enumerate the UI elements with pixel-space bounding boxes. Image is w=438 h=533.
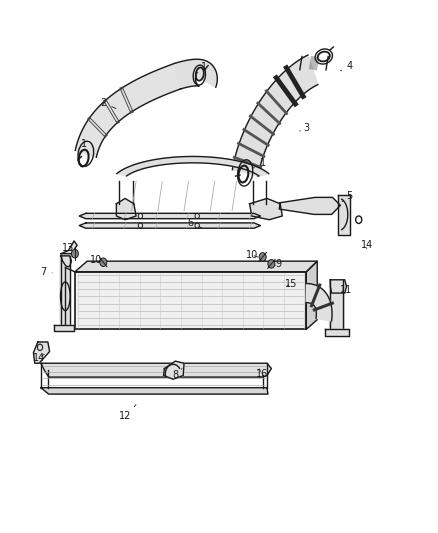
- Text: 5: 5: [342, 191, 352, 201]
- Text: 15: 15: [285, 279, 297, 288]
- Polygon shape: [75, 261, 317, 272]
- Text: 1: 1: [253, 158, 266, 168]
- Text: 14: 14: [33, 353, 45, 363]
- Circle shape: [71, 249, 78, 258]
- Polygon shape: [79, 213, 261, 219]
- Circle shape: [268, 260, 275, 268]
- Polygon shape: [163, 361, 184, 379]
- Polygon shape: [75, 63, 180, 157]
- Text: 2: 2: [100, 98, 116, 109]
- Polygon shape: [41, 387, 268, 394]
- Polygon shape: [61, 241, 77, 254]
- Polygon shape: [60, 256, 71, 330]
- Polygon shape: [329, 280, 344, 333]
- Polygon shape: [117, 157, 269, 176]
- Text: 4: 4: [340, 61, 353, 71]
- Polygon shape: [338, 195, 350, 235]
- Text: 13: 13: [62, 244, 74, 253]
- Polygon shape: [79, 223, 261, 228]
- Text: 3: 3: [300, 123, 309, 133]
- Polygon shape: [175, 59, 217, 89]
- Text: 12: 12: [119, 405, 136, 422]
- Circle shape: [100, 258, 107, 266]
- Polygon shape: [33, 342, 49, 364]
- Polygon shape: [41, 364, 272, 377]
- Polygon shape: [233, 55, 318, 176]
- Polygon shape: [330, 280, 346, 293]
- Polygon shape: [117, 198, 136, 220]
- Polygon shape: [75, 272, 306, 329]
- Polygon shape: [306, 284, 332, 321]
- Text: 8: 8: [172, 368, 182, 381]
- Polygon shape: [54, 325, 74, 332]
- Polygon shape: [325, 329, 349, 336]
- Polygon shape: [306, 261, 317, 329]
- Text: 9: 9: [275, 259, 281, 269]
- Polygon shape: [61, 256, 71, 266]
- Polygon shape: [279, 197, 340, 214]
- Text: 10: 10: [246, 250, 258, 260]
- Text: 10: 10: [90, 255, 102, 265]
- Text: 11: 11: [339, 286, 352, 295]
- Text: 14: 14: [361, 240, 374, 250]
- Text: 1: 1: [196, 62, 207, 74]
- Text: 16: 16: [256, 369, 268, 379]
- Polygon shape: [250, 198, 283, 220]
- Text: 7: 7: [40, 267, 52, 277]
- Circle shape: [259, 253, 266, 261]
- Text: 6: 6: [187, 218, 201, 228]
- Text: 1: 1: [81, 139, 92, 149]
